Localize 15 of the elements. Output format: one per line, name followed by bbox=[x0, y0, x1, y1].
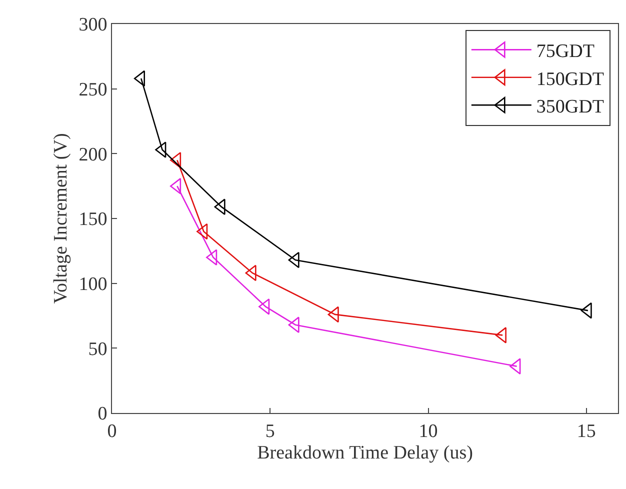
legend-label: 75GDT bbox=[536, 41, 595, 62]
y-tick-label: 0 bbox=[98, 404, 108, 425]
x-tick-label: 5 bbox=[265, 420, 275, 442]
y-tick-label: 150 bbox=[78, 209, 108, 230]
x-axis-title: Breakdown Time Delay (us) bbox=[257, 442, 473, 464]
y-tick-label: 200 bbox=[78, 144, 108, 166]
x-tick-label: 15 bbox=[576, 420, 596, 442]
legend-label: 350GDT bbox=[536, 96, 604, 118]
y-tick-label: 250 bbox=[78, 79, 108, 100]
legend-label: 150GDT bbox=[536, 68, 604, 90]
y-tick-label: 300 bbox=[78, 14, 108, 36]
y-axis-title: Voltage Increment (V) bbox=[50, 133, 72, 304]
y-tick-label: 50 bbox=[88, 338, 108, 360]
y-tick-label: 100 bbox=[78, 274, 108, 295]
x-tick-label: 10 bbox=[418, 420, 438, 442]
